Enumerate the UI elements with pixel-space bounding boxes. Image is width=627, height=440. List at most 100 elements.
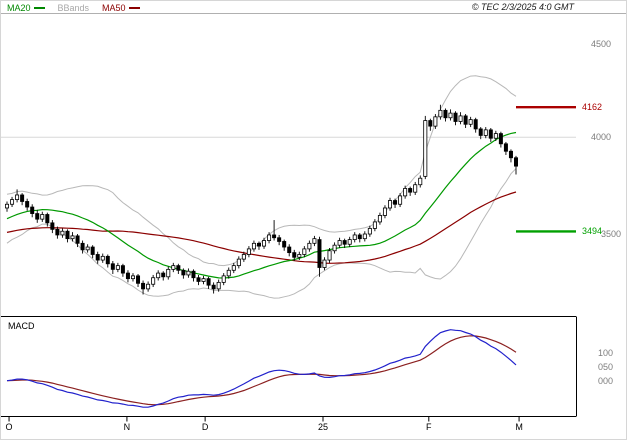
candle-body [428,120,433,127]
candle-body [488,129,493,139]
candle-body [393,200,398,205]
candle-body [362,233,367,240]
candle-body [201,278,206,282]
candle-body [443,109,448,119]
candles [5,104,519,295]
candle-body [503,143,508,152]
copyright-text: © TEC 2/3/2025 4:0 GMT [471,2,574,12]
candle-body [166,268,171,278]
candle-body [151,277,156,285]
legend-item-ma20[interactable]: MA20 [7,3,45,13]
candle-body [317,239,322,268]
candle-body [514,157,519,167]
candle-body [156,272,161,279]
candle-body [45,214,50,224]
candle-body [357,234,362,240]
candle-body [181,269,186,276]
candle-body [141,282,146,290]
candle-body [382,207,387,216]
candle-body [398,195,403,205]
candle-body [433,116,438,127]
candle-body [130,275,135,280]
candle-body [246,248,251,255]
candle-body [85,246,90,251]
candle-body [292,252,297,258]
legend-item-bbands[interactable]: BBands [58,3,90,13]
alert-lines[interactable] [516,105,576,233]
bollinger-upper-line [6,75,517,267]
candle-body [241,254,246,260]
candle-body [251,242,256,250]
candle-body [171,265,176,270]
legend-label-ma20: MA20 [7,2,31,13]
candle-body [186,270,191,276]
candle-body [453,112,458,122]
candle-body [226,269,231,277]
candle-body [388,200,393,209]
candle-body [287,246,292,254]
candle-body [468,119,473,125]
candle-body [5,203,10,209]
candle-body [120,265,125,274]
candle-body [161,272,166,278]
candle-body [10,199,15,205]
candle-body [15,194,20,201]
candle-body [307,242,312,250]
candle-body [322,259,327,268]
candle-body [282,241,287,248]
candle-body [327,250,332,261]
candle-body [337,240,342,246]
candle-body [458,115,463,122]
candle-body [423,120,428,177]
candle-body [277,237,282,242]
candle-body [146,283,151,290]
candle-body [221,275,226,283]
candle-body [463,115,468,125]
candle-body [95,254,100,261]
legend: MA20 BBands MA50 [7,2,140,13]
candle-body [498,133,503,145]
ma20-line [6,131,517,279]
candle-body [267,234,272,241]
candle-body [438,109,443,118]
candle-body [40,214,45,220]
candle-body [372,221,377,229]
candle-body [55,228,60,236]
candle-body [196,277,201,282]
candle-body [75,235,80,244]
candle-body [80,242,85,251]
candle-body [125,272,130,280]
candle-body [408,188,413,193]
candle-body [508,150,513,159]
candle-body [403,188,408,197]
candle-body [367,228,372,235]
candle-body [332,244,337,252]
candle-body [347,239,352,245]
ma50-line-swatch-icon [128,6,140,9]
candle-body [302,248,307,255]
candle-body [191,270,196,279]
legend-label-bbands: BBands [57,2,90,13]
candle-body [216,281,221,290]
macd-signal-line [6,335,517,406]
candle-body [448,112,453,119]
candle-body [413,184,418,193]
candle-body [50,222,55,230]
macd-line [6,329,517,408]
candle-body [272,234,277,239]
macd-panel-title: MACD [8,321,35,331]
candle-body [70,235,75,240]
candle-body [236,258,241,267]
candle-body [35,213,40,220]
candle-body [493,133,498,139]
bollinger-lower-line [6,168,517,299]
candle-body [136,275,141,284]
candle-body [256,242,261,247]
candle-body [206,278,211,286]
legend-item-ma50[interactable]: MA50 [102,3,140,13]
candle-body [60,230,65,236]
candle-body [211,284,216,290]
candle-body [473,119,478,130]
